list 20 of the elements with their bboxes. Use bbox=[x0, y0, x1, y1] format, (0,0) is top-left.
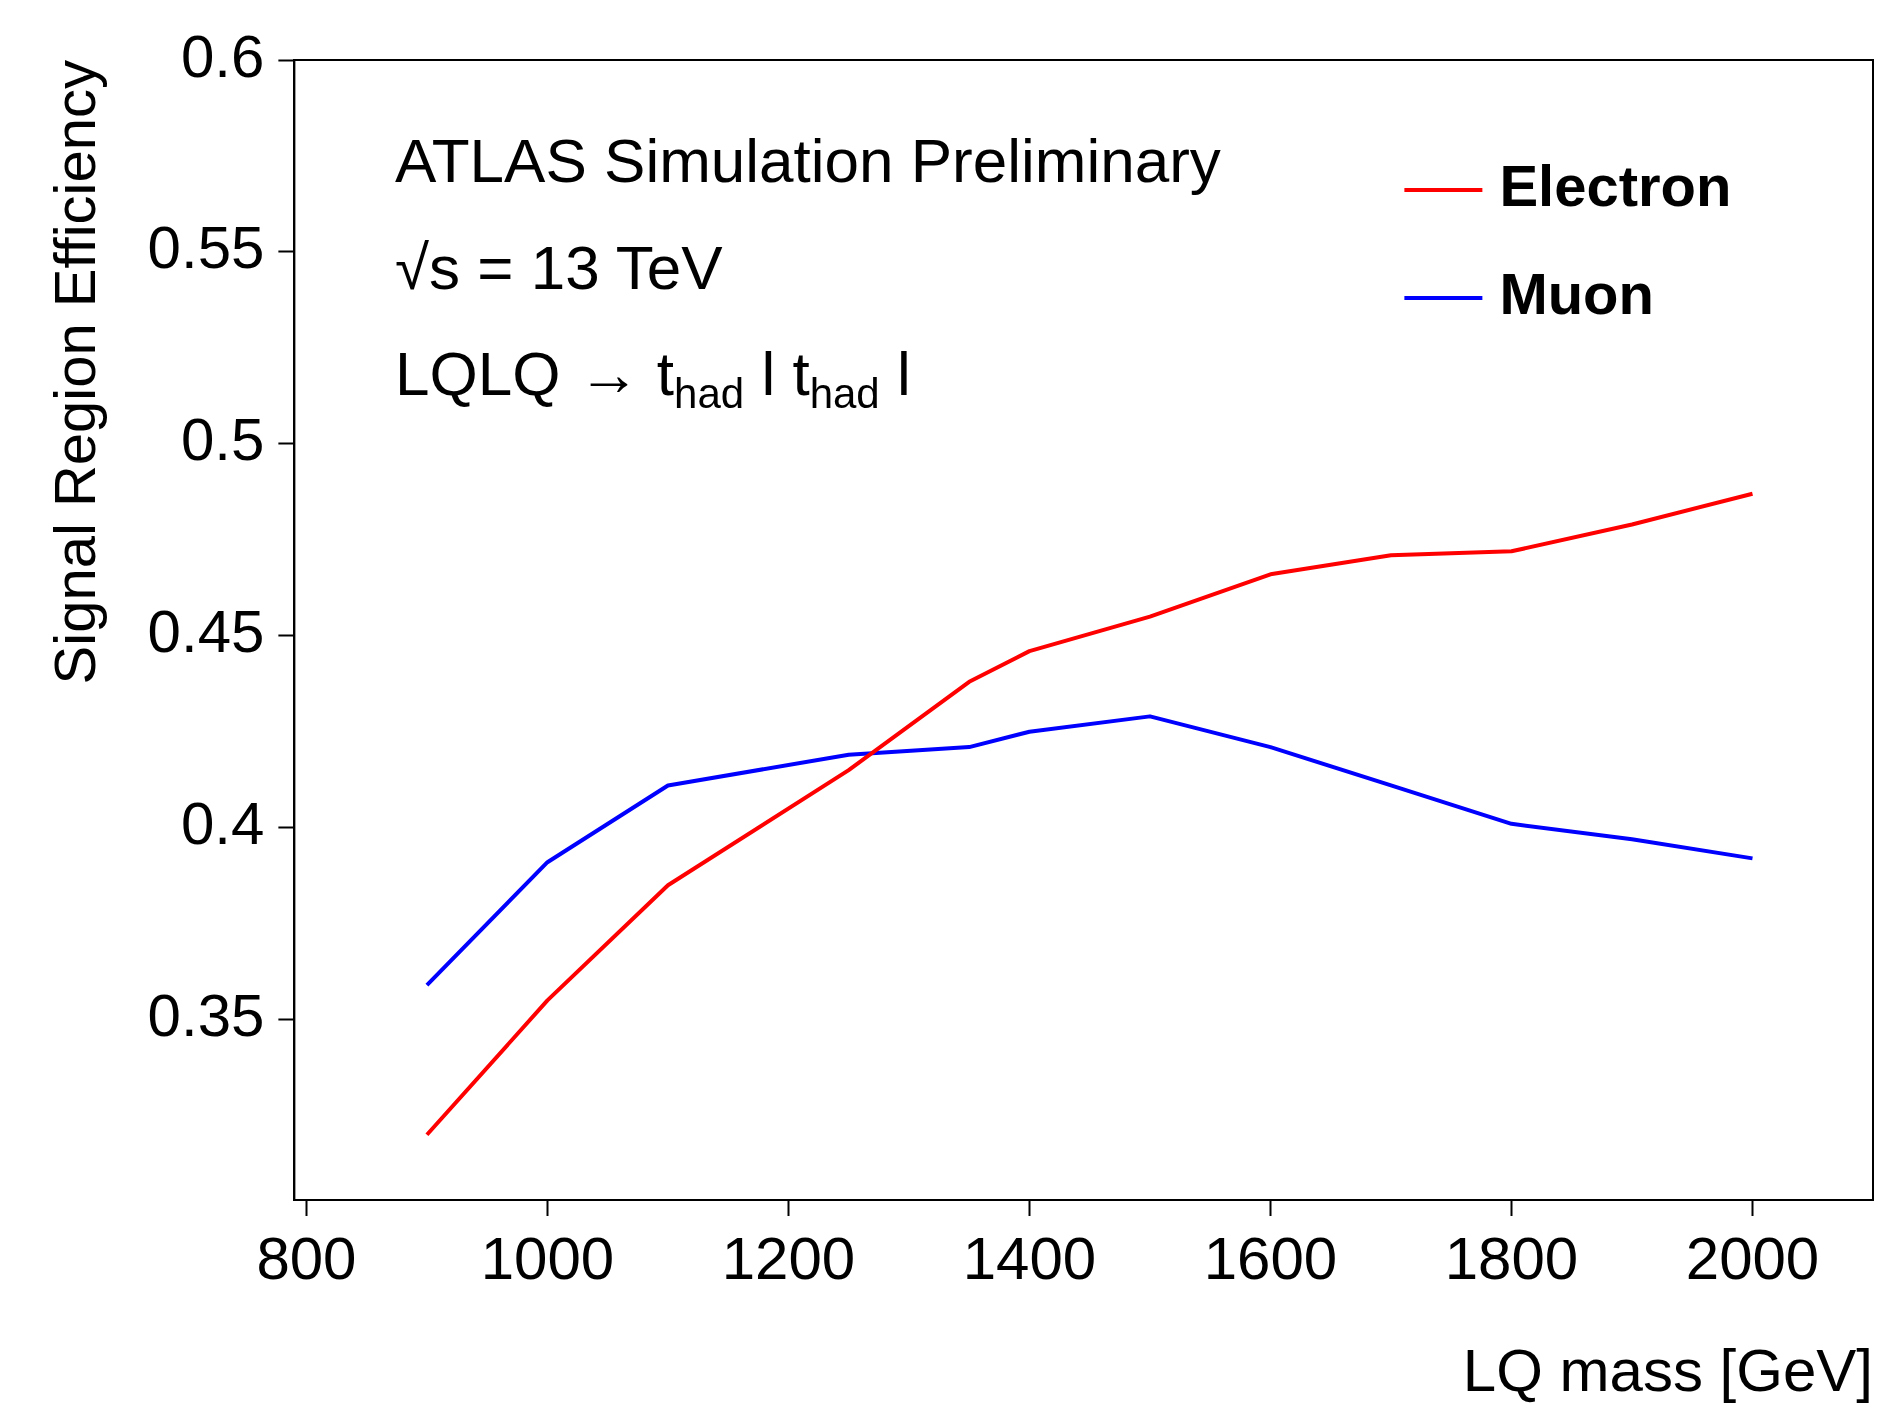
annotation: √s = 13 TeV bbox=[395, 232, 723, 303]
legend-label: Muon bbox=[1499, 261, 1654, 326]
annotation: LQLQ → t$_{had}$ l t$_{had}$ l bbox=[395, 338, 911, 419]
y-axis-title: Signal Region Efficiency bbox=[41, 60, 107, 685]
x-tick-label: 1800 bbox=[1444, 1224, 1579, 1292]
y-tick-label: 0.55 bbox=[147, 214, 265, 282]
legend-label: Electron bbox=[1499, 153, 1732, 218]
x-tick-label: 1600 bbox=[1203, 1224, 1338, 1292]
annotation: ATLAS Simulation Preliminary bbox=[395, 125, 1221, 196]
y-tick-label: 0.6 bbox=[180, 22, 265, 90]
x-axis-title: LQ mass [GeV] bbox=[1462, 1336, 1873, 1404]
x-tick-label: 800 bbox=[256, 1224, 357, 1292]
y-tick-label: 0.4 bbox=[180, 790, 265, 858]
y-tick-label: 0.45 bbox=[147, 598, 265, 666]
x-tick-label: 2000 bbox=[1685, 1224, 1820, 1292]
y-tick-label: 0.35 bbox=[147, 982, 265, 1050]
x-tick-label: 1200 bbox=[721, 1224, 856, 1292]
x-tick-label: 1400 bbox=[962, 1224, 1097, 1292]
y-tick-label: 0.5 bbox=[180, 406, 265, 474]
x-tick-label: 1000 bbox=[480, 1224, 615, 1292]
